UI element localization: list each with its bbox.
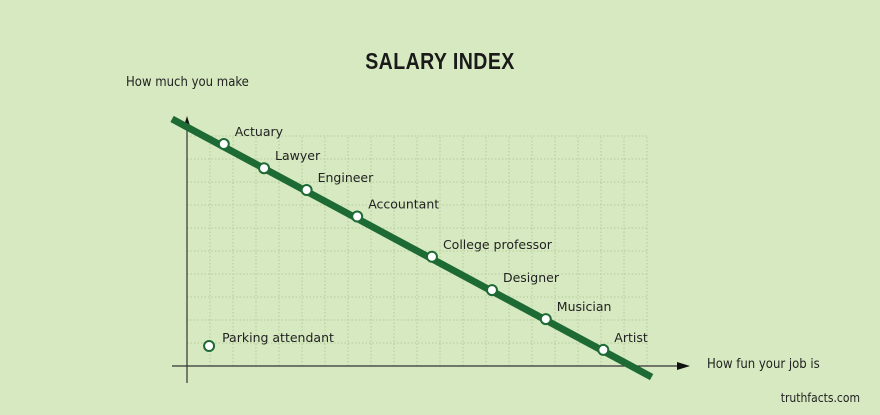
y-axis-label: How much you make bbox=[126, 75, 249, 90]
trend-line bbox=[170, 115, 654, 381]
point-label: Designer bbox=[503, 270, 560, 285]
data-point bbox=[300, 184, 313, 197]
point-label: Parking attendant bbox=[222, 330, 334, 345]
data-point bbox=[425, 250, 438, 263]
data-point bbox=[485, 284, 498, 297]
point-label: Actuary bbox=[235, 124, 284, 139]
point-label: Artist bbox=[614, 330, 648, 345]
chart-title: SALARY INDEX bbox=[365, 48, 515, 74]
point-label: Lawyer bbox=[275, 148, 321, 163]
data-point bbox=[217, 138, 230, 151]
x-axis-arrow-icon bbox=[677, 362, 690, 370]
data-point bbox=[597, 343, 610, 356]
point-label: Musician bbox=[557, 299, 612, 314]
source-credit: truthfacts.com bbox=[780, 391, 860, 405]
data-point bbox=[258, 162, 271, 175]
point-label: College professor bbox=[443, 237, 553, 252]
x-axis-label: How fun your job is bbox=[707, 357, 820, 372]
point-label: Accountant bbox=[368, 197, 439, 212]
data-point bbox=[539, 313, 552, 326]
data-point bbox=[351, 210, 364, 223]
point-label: Engineer bbox=[318, 170, 375, 185]
data-point bbox=[203, 339, 216, 352]
